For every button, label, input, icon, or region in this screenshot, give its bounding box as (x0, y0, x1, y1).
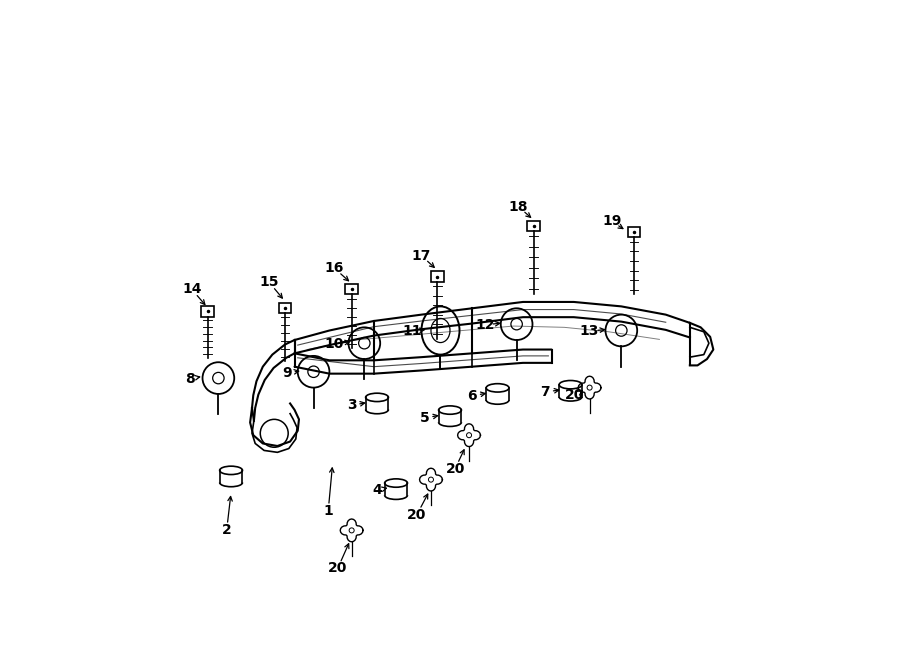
Text: 7: 7 (540, 385, 550, 399)
Text: 11: 11 (402, 324, 422, 338)
Text: 3: 3 (346, 399, 356, 412)
Text: 6: 6 (467, 389, 477, 403)
Text: 18: 18 (508, 200, 528, 214)
Text: 20: 20 (446, 462, 464, 476)
Text: 13: 13 (580, 324, 599, 338)
Text: 5: 5 (419, 411, 429, 425)
Text: 20: 20 (328, 561, 347, 576)
Text: 4: 4 (373, 483, 382, 498)
Text: 20: 20 (565, 388, 585, 403)
Text: 15: 15 (259, 275, 279, 290)
Text: 14: 14 (182, 282, 202, 296)
Text: 9: 9 (282, 366, 292, 380)
Text: 10: 10 (325, 337, 344, 351)
Text: 2: 2 (221, 524, 231, 537)
Text: 19: 19 (602, 214, 622, 228)
Text: 1: 1 (323, 504, 333, 518)
Text: 20: 20 (408, 508, 427, 522)
Text: 17: 17 (412, 249, 431, 262)
Text: 12: 12 (475, 318, 495, 332)
Text: 8: 8 (185, 371, 194, 386)
Text: 16: 16 (325, 261, 344, 276)
